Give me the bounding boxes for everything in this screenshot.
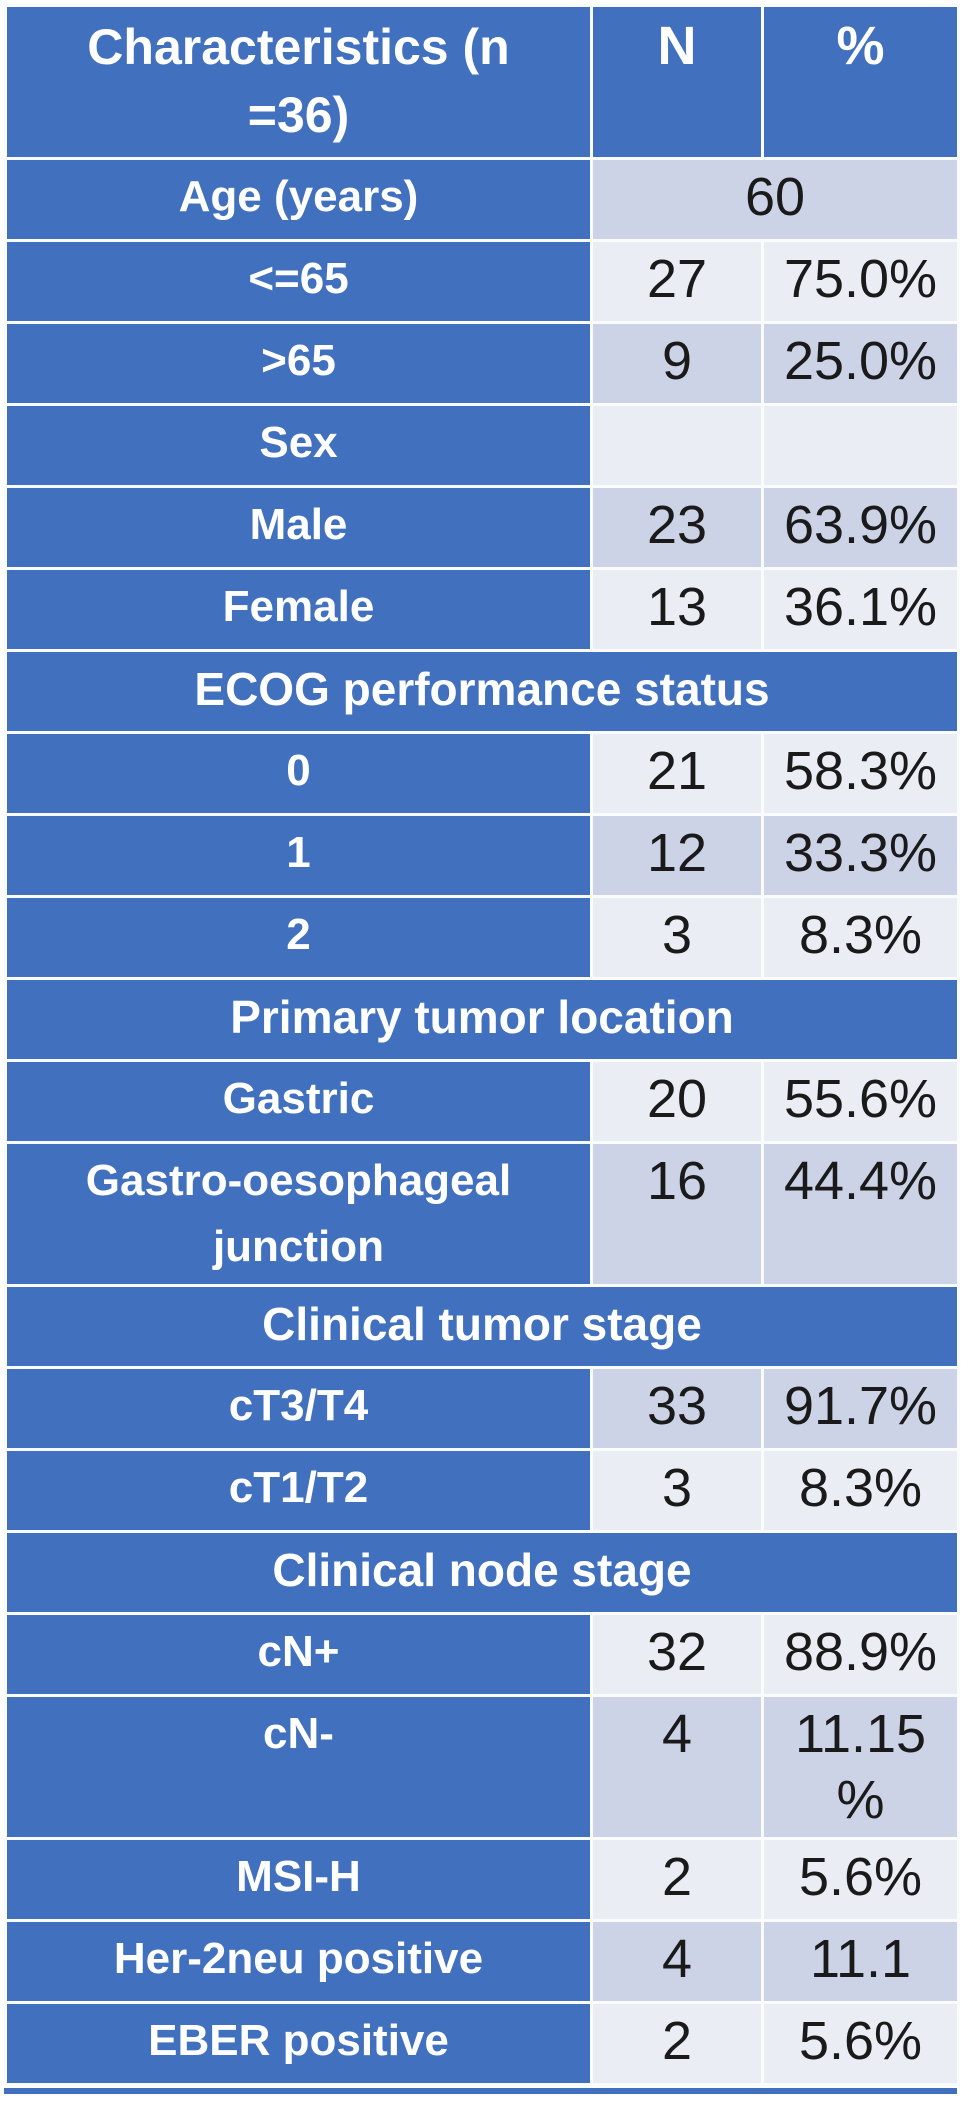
characteristic-label-cell: >65 (4, 321, 593, 406)
count-cell: 13 (590, 567, 764, 652)
percent-cell: 25.0% (761, 321, 960, 406)
count-cell: 33 (590, 1366, 764, 1451)
table-row: Female 13 36.1% (4, 567, 960, 652)
percent-cell: 11.1 (761, 1919, 960, 2004)
characteristic-label-cell: 0 (4, 731, 593, 816)
count-cell: 16 (590, 1141, 764, 1287)
characteristic-label-cell: <=65 (4, 239, 593, 324)
count-cell: 32 (590, 1612, 764, 1697)
table-row: cN- 4 11.15 % (4, 1694, 960, 1840)
section-header-cell: Clinical node stage (4, 1530, 960, 1615)
table-row: Gastric 20 55.6% (4, 1059, 960, 1144)
table-row: <=65 27 75.0% (4, 239, 960, 324)
percent-cell: 88.9% (761, 1612, 960, 1697)
section-row: Clinical node stage (4, 1530, 960, 1615)
count-cell: 4 (590, 1919, 764, 2004)
percent-cell: 33.3% (761, 813, 960, 898)
table-row: Age (years) 60 (4, 157, 960, 242)
percent-cell: 91.7% (761, 1366, 960, 1451)
table-row: EBER positive 2 5.6% (4, 2001, 960, 2086)
merged-value-cell: 60 (590, 157, 960, 242)
bottom-accent-bar (4, 2088, 957, 2094)
table-row: cN+ 32 88.9% (4, 1612, 960, 1697)
section-header-cell: ECOG performance status (4, 649, 960, 734)
section-row: Clinical tumor stage (4, 1284, 960, 1369)
header-count-cell: N (590, 4, 764, 160)
section-row: Primary tumor location (4, 977, 960, 1062)
percent-cell: 5.6% (761, 1837, 960, 1922)
percent-cell: 8.3% (761, 895, 960, 980)
count-cell: 12 (590, 813, 764, 898)
count-cell: 3 (590, 895, 764, 980)
table-row: 1 12 33.3% (4, 813, 960, 898)
characteristic-label-cell: cT1/T2 (4, 1448, 593, 1533)
count-cell: 2 (590, 1837, 764, 1922)
characteristic-label-cell: cN- (4, 1694, 593, 1840)
characteristic-label-cell: Gastro-oesophageal junction (4, 1141, 593, 1287)
percent-cell: 5.6% (761, 2001, 960, 2086)
table-row: MSI-H 2 5.6% (4, 1837, 960, 1922)
percent-cell: 11.15 % (761, 1694, 960, 1840)
patient-characteristics-table: Characteristics (n =36) N% Age (years) 60 <=… (4, 4, 960, 2086)
characteristic-label-cell: Her-2neu positive (4, 1919, 593, 2004)
characteristic-label-cell: Sex (4, 403, 593, 488)
characteristic-label-cell: Male (4, 485, 593, 570)
table-row: 2 3 8.3% (4, 895, 960, 980)
table-row: Sex (4, 403, 960, 488)
count-cell (590, 403, 764, 488)
percent-cell: 36.1% (761, 567, 960, 652)
count-cell: 4 (590, 1694, 764, 1840)
percent-cell: 63.9% (761, 485, 960, 570)
count-cell: 21 (590, 731, 764, 816)
table-row: 0 21 58.3% (4, 731, 960, 816)
characteristic-label-cell: Gastric (4, 1059, 593, 1144)
header-percent-cell: % (761, 4, 960, 160)
percent-cell: 75.0% (761, 239, 960, 324)
percent-cell: 58.3% (761, 731, 960, 816)
table-row: cT3/T4 33 91.7% (4, 1366, 960, 1451)
count-cell: 27 (590, 239, 764, 324)
count-cell: 20 (590, 1059, 764, 1144)
header-label-cell: Characteristics (n =36) (4, 4, 593, 160)
characteristic-label-cell: EBER positive (4, 2001, 593, 2086)
characteristic-label-cell: 2 (4, 895, 593, 980)
characteristic-label-cell: Age (years) (4, 157, 593, 242)
characteristic-label-cell: Female (4, 567, 593, 652)
percent-cell: 55.6% (761, 1059, 960, 1144)
characteristic-label-cell: 1 (4, 813, 593, 898)
table-row: cT1/T2 3 8.3% (4, 1448, 960, 1533)
section-row: ECOG performance status (4, 649, 960, 734)
table-row: Her-2neu positive 4 11.1 (4, 1919, 960, 2004)
percent-cell: 8.3% (761, 1448, 960, 1533)
characteristic-label-cell: cN+ (4, 1612, 593, 1697)
header-row: Characteristics (n =36) N% (4, 4, 960, 160)
section-header-cell: Clinical tumor stage (4, 1284, 960, 1369)
percent-cell: 44.4% (761, 1141, 960, 1287)
count-cell: 3 (590, 1448, 764, 1533)
table-row: >65 9 25.0% (4, 321, 960, 406)
count-cell: 2 (590, 2001, 764, 2086)
count-cell: 23 (590, 485, 764, 570)
characteristic-label-cell: cT3/T4 (4, 1366, 593, 1451)
table-row: Gastro-oesophageal junction 16 44.4% (4, 1141, 960, 1287)
table-body: Characteristics (n =36) N% Age (years) 60 <=… (4, 4, 960, 2086)
table-row: Male 23 63.9% (4, 485, 960, 570)
count-cell: 9 (590, 321, 764, 406)
characteristic-label-cell: MSI-H (4, 1837, 593, 1922)
section-header-cell: Primary tumor location (4, 977, 960, 1062)
percent-cell (761, 403, 960, 488)
